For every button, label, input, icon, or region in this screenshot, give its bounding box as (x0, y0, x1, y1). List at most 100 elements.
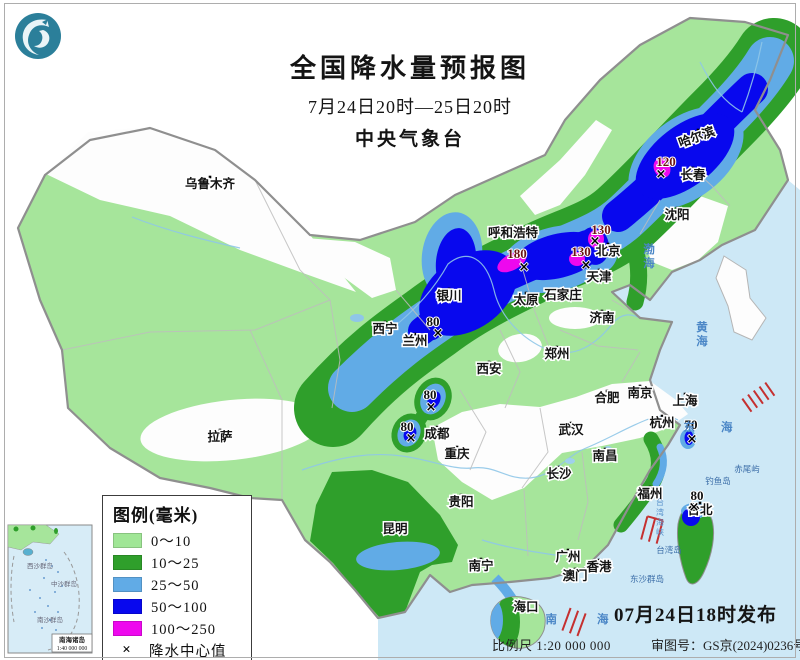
city-label: 南宁 (468, 558, 493, 573)
city-dot (447, 287, 451, 291)
legend-range-label: 100～250 (151, 621, 216, 638)
legend-range-label: 50～100 (151, 599, 208, 616)
precip-center-value: 130 (591, 222, 611, 237)
legend-rows: 0～10 10～25 25～50 50～100 100～250 (113, 529, 245, 639)
precip-center-x-marker: × (656, 167, 667, 182)
precip-center-x-marker: × (590, 234, 601, 249)
city-label: 香港 (585, 559, 612, 574)
center-marker-label: 降水中心值 (149, 643, 227, 660)
map-scale: 比例尺 1:20 000 000 (492, 638, 611, 653)
cma-logo (15, 13, 61, 59)
city-dot (383, 320, 387, 324)
city-label: 长春 (680, 167, 706, 182)
precip-center-x-marker: × (433, 326, 444, 341)
sea-label: 东海 (684, 420, 759, 434)
city-label: 西宁 (372, 321, 397, 336)
precip-center-x-marker: × (519, 260, 530, 275)
map-title: 全国降水量预报图 (289, 54, 530, 83)
city-dot (606, 242, 610, 246)
agency-name: 中央气象台 (354, 129, 465, 150)
legend-swatch (113, 576, 142, 592)
precip-center-value: 70 (685, 417, 698, 432)
legend-range-label: 10～25 (151, 555, 200, 572)
city-dot (605, 389, 609, 393)
city-label: 武汉 (558, 422, 584, 437)
legend-swatch (113, 598, 142, 614)
precip-center-value: 130 (571, 244, 591, 259)
city-label: 南京 (627, 385, 653, 400)
city-dot (683, 392, 687, 396)
city-label: 澳门 (562, 568, 587, 583)
precip-center-value: 180 (507, 246, 527, 261)
city-label: 重庆 (444, 446, 470, 461)
city-dot (597, 558, 601, 562)
city-dot (597, 268, 601, 272)
city-label: 太原 (513, 292, 539, 307)
precip-center-value: 80 (424, 387, 437, 402)
city-dot (218, 428, 222, 432)
city-label: 杭州 (649, 415, 674, 430)
city-label: 天津 (586, 269, 612, 284)
city-dot (512, 604, 516, 608)
city-dot (524, 291, 528, 295)
city-label: 拉萨 (207, 429, 233, 444)
city-label: 北京 (595, 243, 621, 258)
precip-center-x-marker: × (689, 500, 700, 515)
city-dot (435, 425, 439, 429)
city-dot (600, 309, 604, 313)
precip-center-value: 80 (691, 488, 704, 503)
precip-center-x-marker: × (581, 258, 592, 273)
rain-band-100-250 (497, 158, 671, 273)
city-label: 上海 (672, 393, 698, 408)
legend-range-label: 0～10 (151, 533, 192, 550)
legend-swatch (113, 554, 142, 570)
city-dot (696, 128, 700, 132)
city-label: 石家庄 (543, 287, 582, 302)
city-label: 福州 (636, 486, 662, 501)
island-label: 台湾岛 (656, 545, 682, 555)
legend-title: 图例(毫米) (113, 506, 199, 525)
city-dot (603, 447, 607, 451)
precip-center-value: 120 (656, 154, 676, 169)
city-label: 海口 (513, 599, 538, 614)
title-block: 全国降水量预报图 7月24日20时—25日20时 中央气象台 (235, 48, 585, 151)
city-dot (393, 520, 397, 524)
center-marker-symbol: × (122, 641, 131, 658)
city-dot (459, 493, 463, 497)
city-dot (691, 166, 695, 170)
sea-label: 黄海 (696, 320, 708, 348)
city-label: 乌鲁木齐 (185, 176, 236, 191)
rivers (131, 41, 763, 557)
city-dot (487, 360, 491, 364)
legend-swatch (113, 532, 142, 548)
city-dot (698, 501, 702, 505)
island-label: 钓鱼岛 (705, 476, 731, 486)
sea-label: 南海 (546, 612, 649, 626)
china-border (16, 16, 790, 620)
city-dot (455, 445, 459, 449)
legend-box: 图例(毫米) 0～10 10～25 25～50 50～100 100～250 × 降水中… (102, 495, 252, 660)
island-label: 赤尾屿 (734, 464, 760, 474)
inset-island-group-label: 西沙群岛 (27, 561, 53, 570)
forecast-period: 7月24日20时—25日20时 (308, 97, 512, 117)
inset-island-group-label: 中沙群岛 (51, 579, 77, 588)
city-label: 济南 (589, 310, 615, 325)
legend-item: 100～250 (113, 617, 245, 639)
inset-scale: 1:40 000 000 (57, 646, 88, 652)
city-dot (555, 345, 559, 349)
map-approval-number: 审图号：GS京(2024)0236号 (651, 638, 800, 653)
city-dot (511, 224, 515, 228)
precip-center-x-marker: × (687, 432, 698, 447)
legend-item: 10～25 (113, 551, 245, 573)
precip-center-value: 80 (401, 419, 414, 434)
legend-item: 50～100 (113, 595, 245, 617)
island-label: 东沙群岛 (630, 574, 664, 584)
south-china-sea-inset: 南海诸岛 1:40 000 000 (7, 524, 93, 654)
city-label: 合肥 (594, 390, 620, 405)
legend-swatch (113, 620, 142, 636)
province-borders (61, 165, 731, 557)
precip-center-value: 80 (427, 314, 440, 329)
inset-island-group-label: 南沙群岛 (37, 615, 63, 624)
city-label: 昆明 (382, 521, 407, 536)
